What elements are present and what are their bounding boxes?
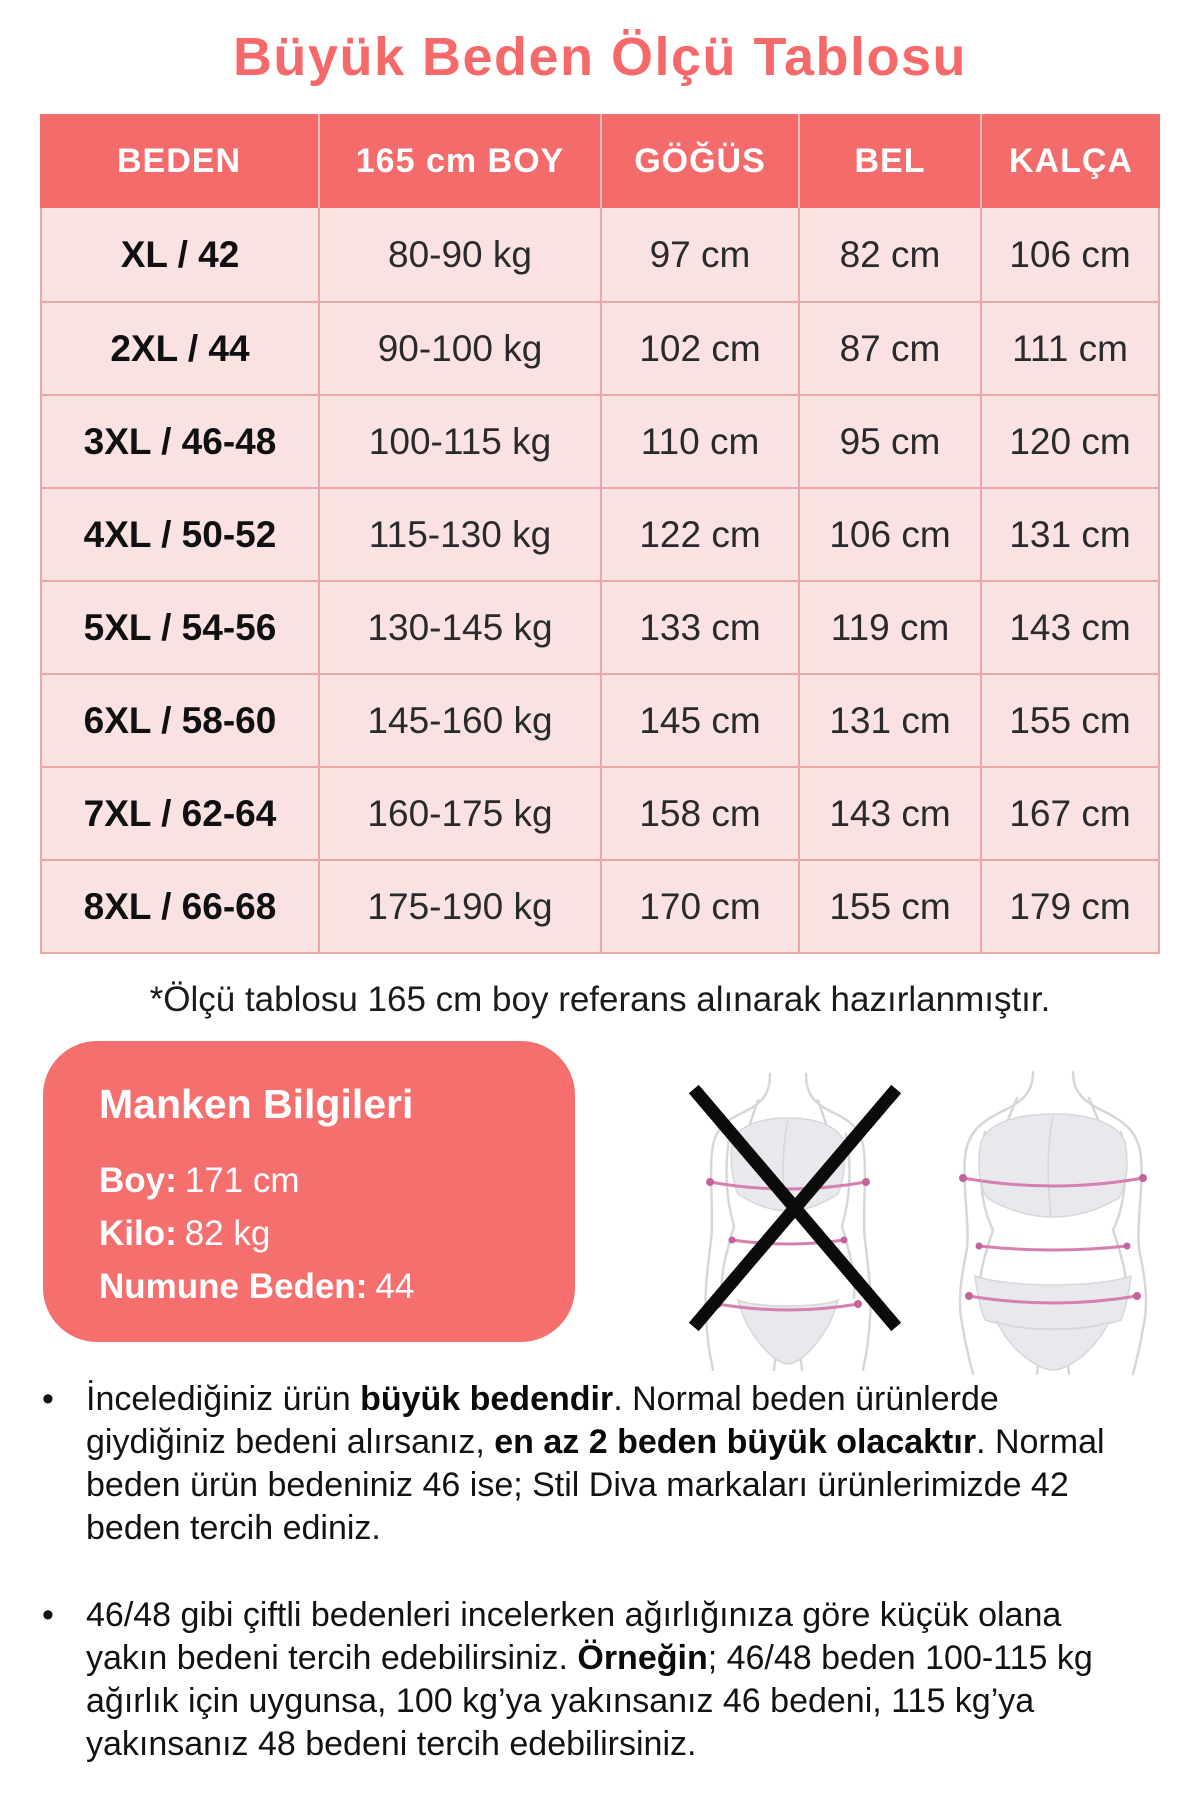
x-mark-icon [688,1084,902,1332]
value-cell: 170 cm [600,861,798,952]
header-cell: KALÇA [980,114,1160,208]
bullet-icon: • [42,1596,54,1634]
field-label: Kilo: [99,1214,177,1253]
value-cell: 160-175 kg [318,768,600,859]
size-cell: 6XL / 58-60 [42,675,318,766]
table-footnote: *Ölçü tablosu 165 cm boy referans alınar… [149,980,1051,1019]
size-cell: XL / 42 [42,208,318,301]
notes-list: • İncelediğiniz ürün büyük bedendir. Norm… [42,1378,1152,1810]
value-cell: 131 cm [980,489,1158,580]
value-cell: 110 cm [600,396,798,487]
value-cell: 111 cm [980,303,1158,394]
panty-shape [995,1320,1111,1371]
value-cell: 106 cm [798,489,980,580]
panty-shape [736,1298,840,1365]
value-cell: 131 cm [798,675,980,766]
field-value: 44 [375,1267,415,1306]
model-info-field: Numune Beden: 44 [99,1260,547,1313]
value-cell: 155 cm [980,675,1158,766]
value-cell: 158 cm [600,768,798,859]
size-table-header: BEDEN 165 cm BOY GÖĞÜS BEL KALÇA [40,114,1160,208]
table-row: 6XL / 58-60 145-160 kg 145 cm 131 cm 155 cm [42,673,1158,766]
size-cell: 2XL / 44 [42,303,318,394]
value-cell: 90-100 kg [318,303,600,394]
value-cell: 143 cm [798,768,980,859]
wrong-figure-illustration [688,1072,902,1372]
value-cell: 106 cm [980,208,1158,301]
correct-figure-illustration [958,1070,1148,1376]
field-value: 82 kg [184,1214,271,1253]
value-cell: 80-90 kg [318,208,600,301]
measurement-figures [668,1064,1173,1382]
model-info-field: Kilo: 82 kg [99,1207,547,1260]
value-cell: 115-130 kg [318,489,600,580]
value-cell: 155 cm [798,861,980,952]
value-cell: 167 cm [980,768,1158,859]
note-text: İncelediğiniz ürün büyük bedendir. Norma… [86,1380,1105,1547]
measurement-lines [962,1176,1144,1305]
note-item: • 46/48 gibi çiftli bedenleri incelerken … [42,1594,1152,1766]
note-item: • İncelediğiniz ürün büyük bedendir. Norm… [42,1378,1152,1550]
size-cell: 7XL / 62-64 [42,768,318,859]
measurement-lines [709,1180,867,1312]
size-cell: 3XL / 46-48 [42,396,318,487]
table-row: 7XL / 62-64 160-175 kg 158 cm 143 cm 167 cm [42,766,1158,859]
size-table-body: XL / 42 80-90 kg 97 cm 82 cm 106 cm 2XL / 44 9… [40,208,1160,954]
field-value: 171 cm [184,1161,300,1200]
value-cell: 133 cm [600,582,798,673]
value-cell: 145 cm [600,675,798,766]
model-info-title: Manken Bilgileri [99,1081,414,1127]
value-cell: 175-190 kg [318,861,600,952]
table-row: 3XL / 46-48 100-115 kg 110 cm 95 cm 120 cm [42,394,1158,487]
table-row: 2XL / 44 90-100 kg 102 cm 87 cm 111 cm [42,301,1158,394]
field-label: Numune Beden: [99,1267,368,1306]
value-cell: 120 cm [980,396,1158,487]
header-cell: BEDEN [116,141,242,180]
table-row: 5XL / 54-56 130-145 kg 133 cm 119 cm 143 cm [42,580,1158,673]
value-cell: 100-115 kg [318,396,600,487]
bra-shape [978,1113,1128,1218]
header-cell: BEL [798,114,980,208]
table-row: XL / 42 80-90 kg 97 cm 82 cm 106 cm [42,208,1158,301]
field-label: Boy: [99,1161,177,1200]
value-cell: 130-145 kg [318,582,600,673]
header-cell: GÖĞÜS [600,114,798,208]
header-cell: 165 cm BOY [318,114,600,208]
table-row: 4XL / 50-52 115-130 kg 122 cm 106 cm 131 cm [42,487,1158,580]
value-cell: 87 cm [798,303,980,394]
model-info-field: Boy: 171 cm [99,1154,547,1207]
model-info-fields: Boy: 171 cm Kilo: 82 kg Numune Beden: 44 [99,1154,547,1313]
value-cell: 122 cm [600,489,798,580]
value-cell: 143 cm [980,582,1158,673]
size-cell: 8XL / 66-68 [42,861,318,952]
page-title: Büyük Beden Ölçü Tablosu [232,27,968,87]
value-cell: 102 cm [600,303,798,394]
value-cell: 95 cm [798,396,980,487]
note-text: 46/48 gibi çiftli bedenleri incelerken a… [86,1596,1093,1763]
value-cell: 82 cm [798,208,980,301]
size-cell: 4XL / 50-52 [42,489,318,580]
model-info-card: Manken Bilgileri Boy: 171 cm Kilo: 82 kg Num… [43,1041,575,1342]
table-row: 8XL / 66-68 175-190 kg 170 cm 155 cm 179 cm [42,859,1158,952]
value-cell: 179 cm [980,861,1158,952]
bullet-icon: • [42,1380,54,1418]
value-cell: 97 cm [600,208,798,301]
value-cell: 145-160 kg [318,675,600,766]
size-table: BEDEN 165 cm BOY GÖĞÜS BEL KALÇA XL / 42 80-9… [40,114,1160,954]
size-cell: 5XL / 54-56 [42,582,318,673]
value-cell: 119 cm [798,582,980,673]
